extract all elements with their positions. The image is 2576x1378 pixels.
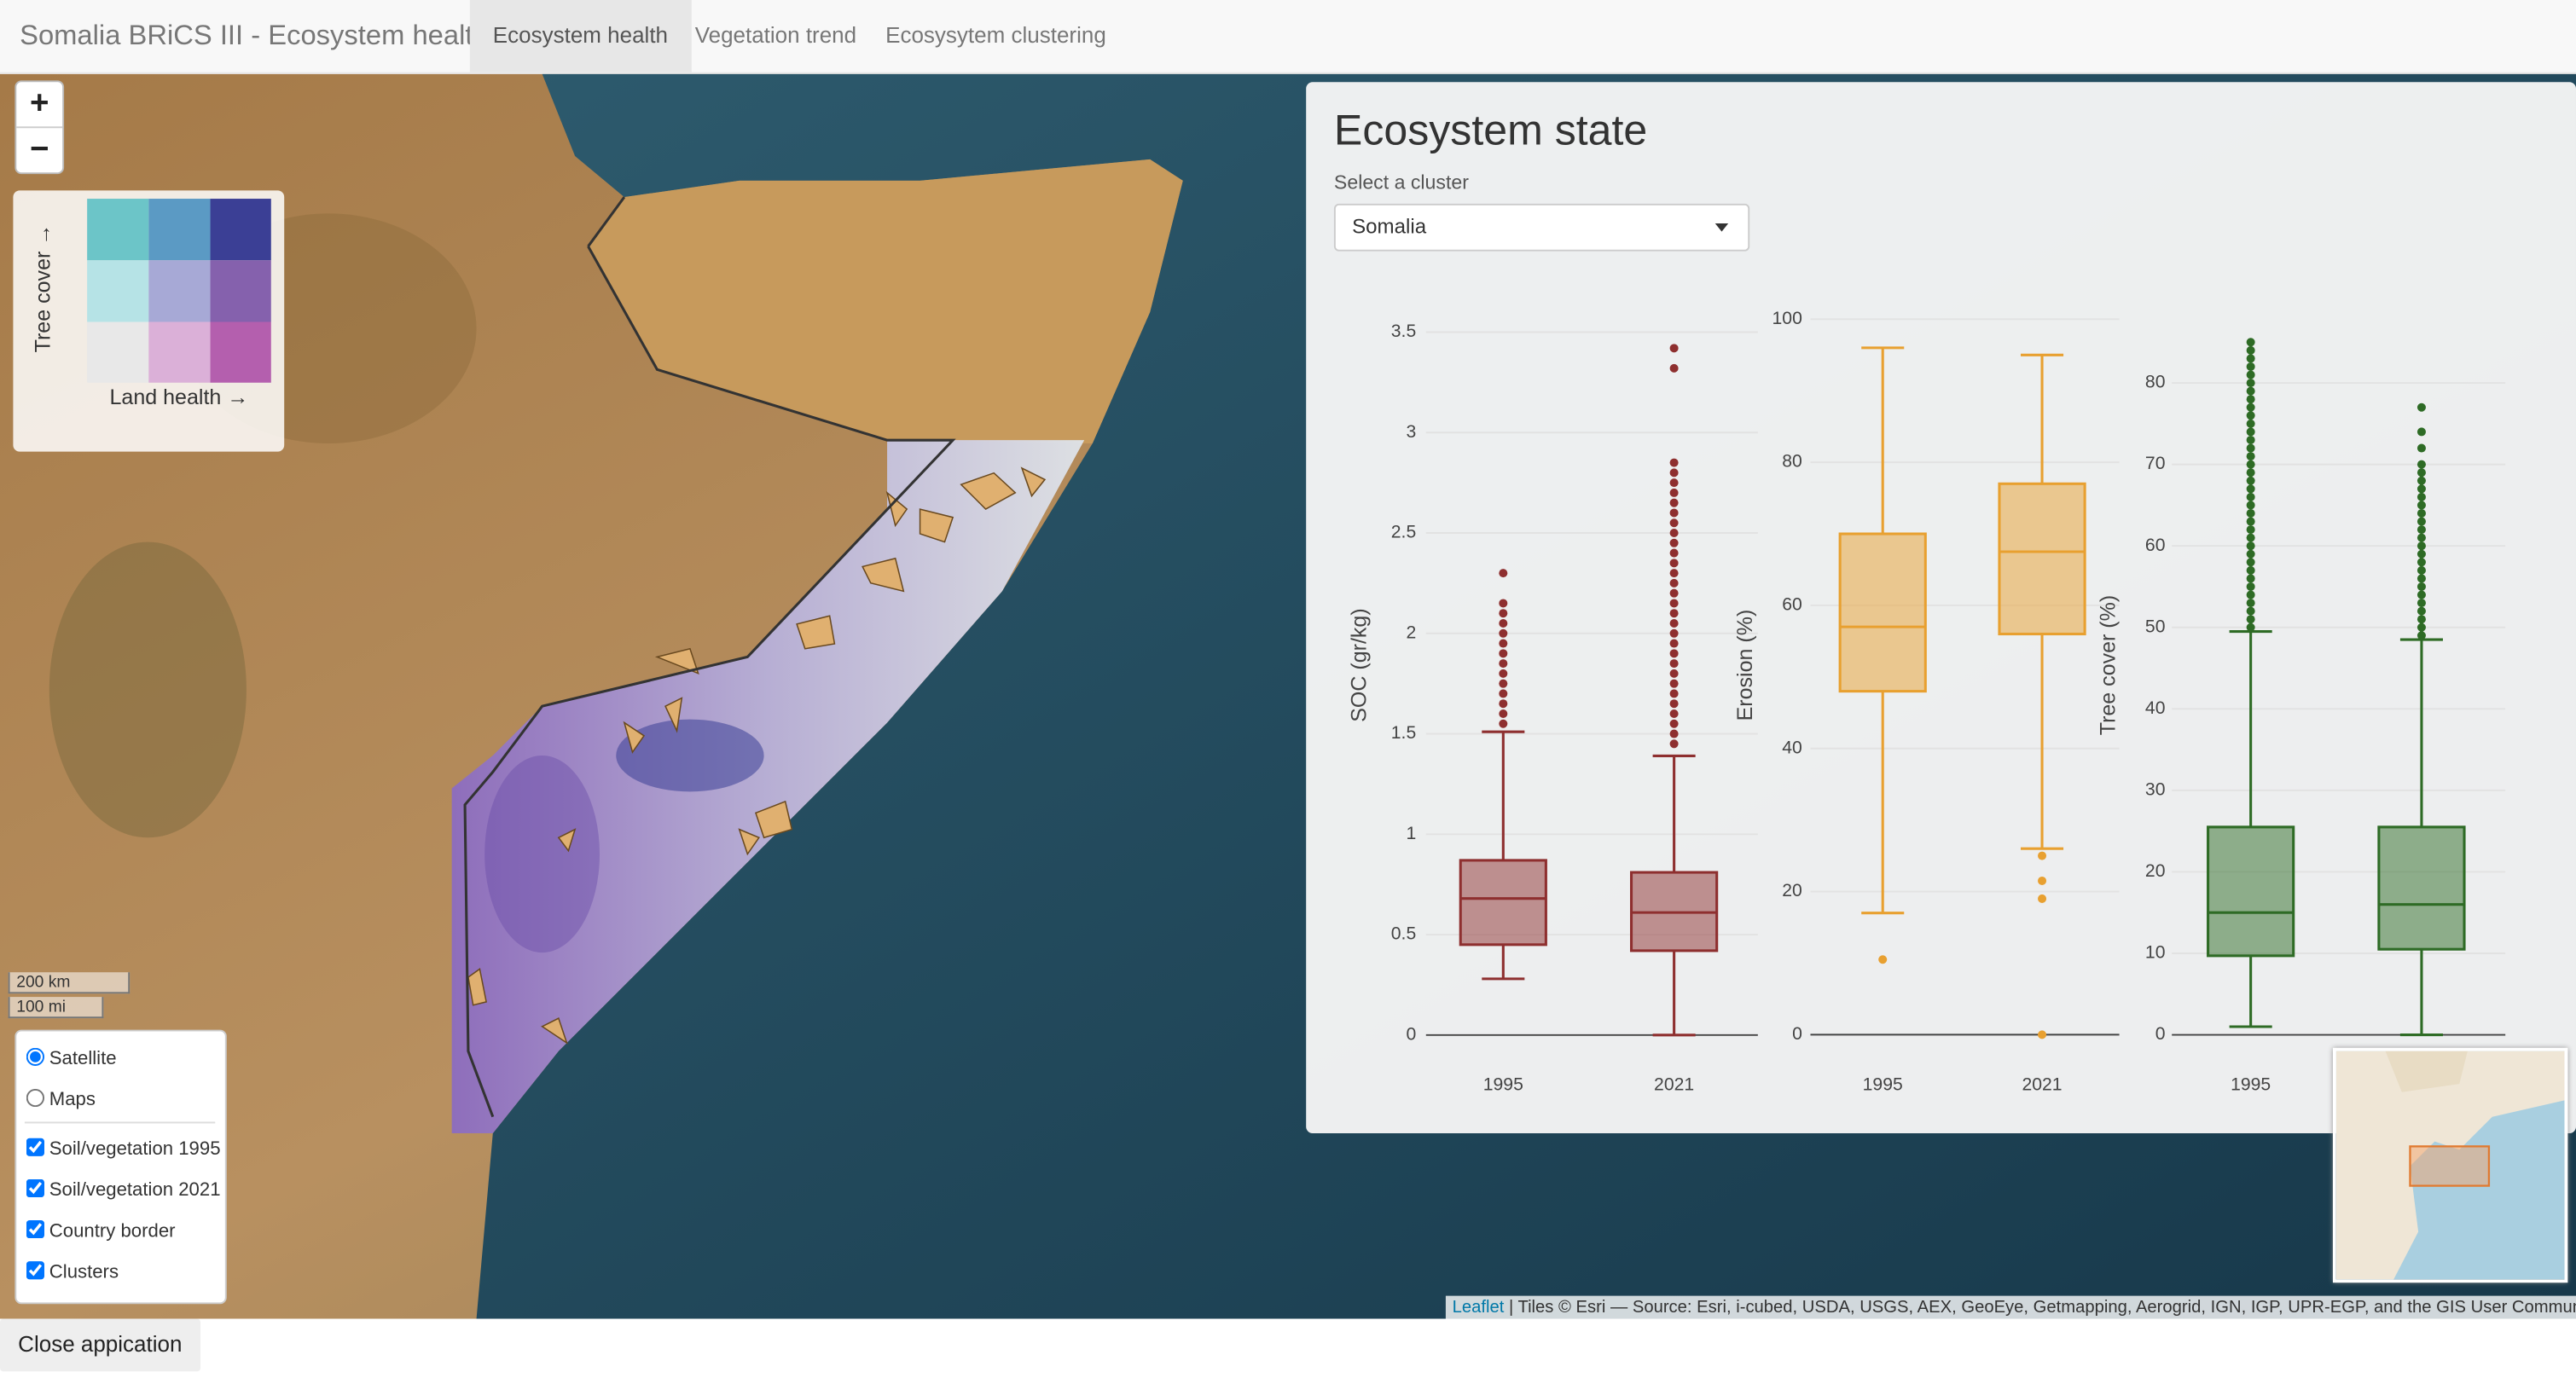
legend-cell xyxy=(148,199,211,261)
separator xyxy=(24,1121,216,1124)
overlay-option[interactable]: Soil/vegetation 1995 xyxy=(25,1138,221,1160)
minimap[interactable] xyxy=(2332,1047,2568,1283)
brand[interactable]: Somalia BRiCS III - Ecosystem health xyxy=(20,20,489,51)
attribution-text: | Tiles © Esri — Source: Esri, i-cubed, … xyxy=(1508,1297,2576,1317)
tab[interactable]: Ecosysytem clustering xyxy=(885,22,1106,48)
overlay-option[interactable]: Clusters xyxy=(25,1261,119,1282)
navbar: Somalia BRiCS III - Ecosystem health Eco… xyxy=(0,0,2576,74)
minimap-land xyxy=(2335,1051,2565,1280)
legend-grid xyxy=(87,199,271,383)
base-option[interactable]: Satellite xyxy=(25,1047,117,1069)
minimap-land xyxy=(2385,1051,2468,1092)
legend-cell xyxy=(210,260,271,322)
select-label: Select a cluster xyxy=(1333,171,1469,194)
legend-cell xyxy=(148,321,211,383)
label: Satellite xyxy=(49,1049,117,1069)
base-option[interactable]: Maps xyxy=(25,1088,96,1110)
dense-area xyxy=(616,719,764,792)
scale-mi: 100 mi xyxy=(8,997,104,1019)
legend-x-label: Land health → xyxy=(109,384,249,409)
panel-title: Ecosystem state xyxy=(1333,105,1648,155)
select-value: Somalia xyxy=(1352,215,1427,239)
tab[interactable]: Vegetation trend xyxy=(694,22,857,48)
label: Soil/vegetation 2021 xyxy=(49,1180,221,1201)
checkbox[interactable] xyxy=(26,1220,45,1239)
scale-km: 200 km xyxy=(8,972,131,994)
clusters xyxy=(467,466,1047,1045)
legend-cell xyxy=(210,199,271,261)
legend-cell xyxy=(87,260,149,322)
layer-control: Satellite Maps Soil/vegetation 1995 Soil… xyxy=(15,1029,227,1305)
overlay-option[interactable]: Country border xyxy=(25,1220,176,1242)
zoom-out[interactable]: − xyxy=(29,131,49,168)
highland xyxy=(49,541,247,838)
zoom-control: + − xyxy=(15,80,65,175)
checkbox[interactable] xyxy=(26,1138,45,1156)
minimap-view xyxy=(2409,1145,2491,1187)
checkbox[interactable] xyxy=(26,1178,45,1198)
zoom-in[interactable]: + xyxy=(16,82,63,129)
close-button[interactable]: Close appication xyxy=(0,1318,200,1372)
attribution: Leaflet | Tiles © Esri — Source: Esri, i… xyxy=(1445,1295,2576,1319)
caret xyxy=(1714,223,1729,232)
overlay-option[interactable]: Soil/vegetation 2021 xyxy=(25,1178,221,1201)
soil-vegetation-layer xyxy=(451,440,1085,1133)
radio[interactable] xyxy=(26,1047,45,1066)
tab[interactable]: Ecosystem health xyxy=(469,0,692,72)
legend-cell xyxy=(87,199,149,261)
country-border xyxy=(587,196,626,247)
label: Country border xyxy=(49,1221,176,1242)
panel xyxy=(1306,82,2576,1133)
leaflet-link[interactable]: Leaflet xyxy=(1452,1297,1505,1317)
legend-cell xyxy=(87,321,149,383)
radio[interactable] xyxy=(26,1088,45,1108)
somalia-north xyxy=(588,159,1183,444)
label: Soil/vegetation 1995 xyxy=(49,1139,221,1160)
footer xyxy=(0,1318,2576,1378)
dense-area xyxy=(484,755,600,953)
legend-y-label: Tree cover → xyxy=(30,223,55,353)
legend xyxy=(13,190,285,452)
legend-cell xyxy=(210,321,271,383)
label: Maps xyxy=(49,1090,96,1110)
label: Clusters xyxy=(49,1263,119,1283)
country-border xyxy=(463,246,956,1118)
cluster-select[interactable]: Somalia xyxy=(1333,203,1750,252)
checkbox[interactable] xyxy=(26,1261,45,1280)
legend-cell xyxy=(148,260,211,322)
